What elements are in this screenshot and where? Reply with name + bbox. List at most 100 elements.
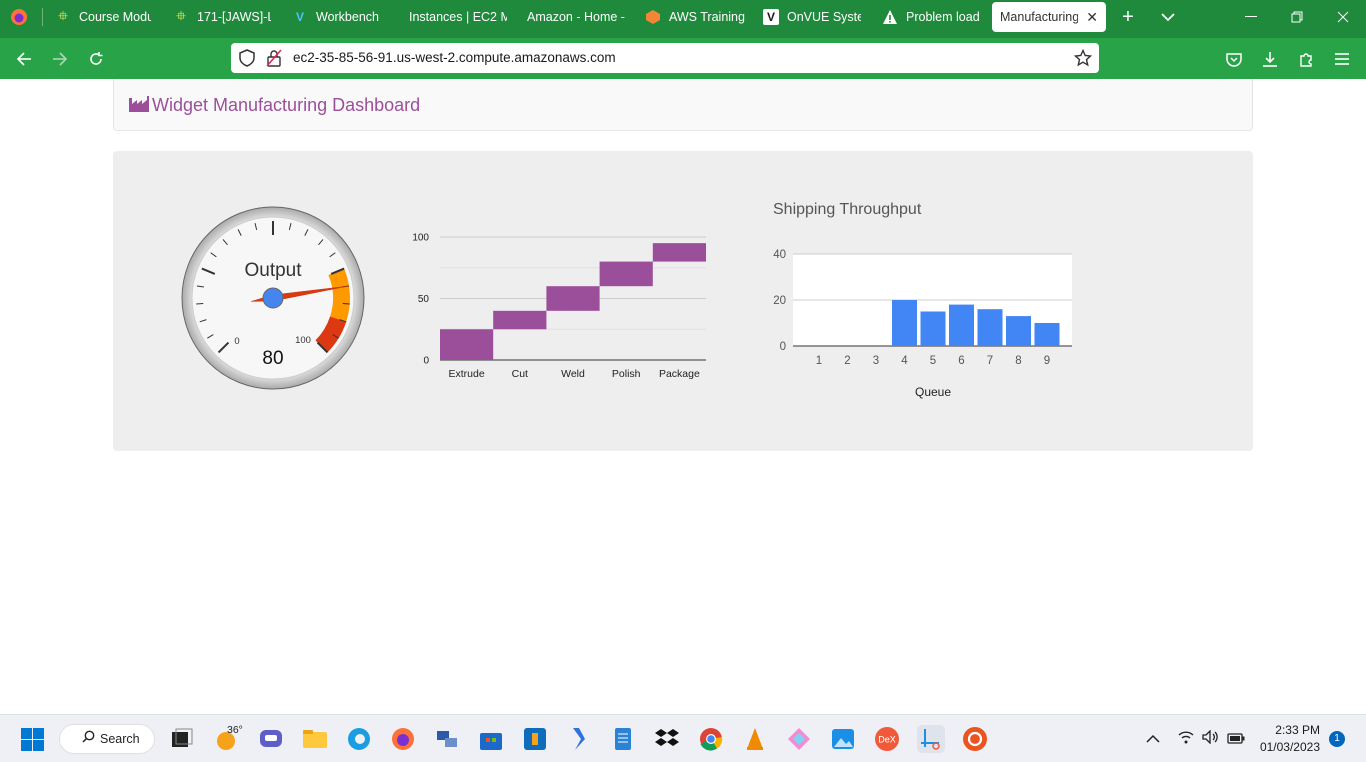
- x-tick-label: Extrude: [449, 368, 485, 380]
- y-tick-label: 40: [773, 249, 786, 261]
- gauge-value-label: 80: [262, 348, 283, 369]
- throughput-bar: [892, 300, 917, 346]
- gauge-major-tick: [217, 341, 230, 354]
- minimize-window-icon[interactable]: [1228, 0, 1274, 34]
- photos-icon[interactable]: [829, 725, 857, 753]
- gauge-minor-tick: [342, 302, 350, 305]
- browser-nav-bar: ec2-35-85-56-91.us-west-2.compute.amazon…: [0, 38, 1366, 79]
- close-tab-icon[interactable]: ✕: [1086, 8, 1098, 25]
- x-tick-label: 1: [816, 355, 822, 367]
- restore-window-icon[interactable]: [1274, 0, 1320, 34]
- tab-onvue[interactable]: V OnVUE Systen: [763, 0, 861, 34]
- tab-course-modules[interactable]: ⯐ Course Modu: [55, 0, 151, 34]
- dex-icon[interactable]: DeX: [873, 725, 901, 753]
- tray-chevron-up-icon[interactable]: [1146, 731, 1160, 749]
- tab-aws-training[interactable]: AWS Training: [645, 0, 745, 34]
- battery-icon[interactable]: [1227, 731, 1245, 749]
- page-header: Widget Manufacturing Dashboard: [113, 79, 1253, 131]
- tab-workbench[interactable]: V Workbench: [292, 0, 392, 34]
- x-tick-label: Cut: [512, 368, 528, 380]
- office-app-icon[interactable]: [521, 725, 549, 753]
- tab-manufacturing[interactable]: Manufacturing ✕: [992, 2, 1106, 32]
- notepad-icon[interactable]: [609, 725, 637, 753]
- store-icon[interactable]: [477, 725, 505, 753]
- gauge-major-tick: [201, 267, 216, 275]
- vlc-icon[interactable]: [741, 725, 769, 753]
- chat-icon[interactable]: [257, 725, 285, 753]
- y-tick-label: 50: [418, 294, 430, 305]
- y-tick-label: 0: [780, 341, 786, 353]
- new-tab-icon[interactable]: +: [1122, 5, 1134, 28]
- clock-time[interactable]: 2:33 PM: [1275, 723, 1320, 737]
- gauge-minor-tick: [199, 319, 207, 323]
- x-tick-label: 5: [930, 355, 936, 367]
- downloads-icon[interactable]: [1255, 44, 1285, 74]
- windows-start-icon[interactable]: [21, 728, 44, 756]
- volume-icon[interactable]: [1202, 729, 1219, 749]
- tab-ec2-instances[interactable]: Instances | EC2 M: [409, 0, 507, 34]
- task-view-icon[interactable]: [168, 725, 196, 753]
- course-icon: ⯐: [58, 8, 68, 23]
- snipping-tool-icon[interactable]: [917, 725, 945, 753]
- x-tick-label: Package: [659, 368, 700, 380]
- search-icon: [82, 730, 95, 748]
- throughput-bar: [920, 311, 946, 346]
- gauge-minor-tick: [196, 285, 204, 288]
- waterfall-bar: [493, 310, 547, 330]
- gauge-hub: [262, 287, 284, 309]
- pocket-icon[interactable]: [1219, 44, 1249, 74]
- windows-taskbar: Search 36° D: [0, 714, 1366, 762]
- url-text: ec2-35-85-56-91.us-west-2.compute.amazon…: [293, 50, 616, 65]
- x-tick-label: 2: [844, 355, 850, 367]
- hamburger-menu-icon[interactable]: [1327, 44, 1357, 74]
- bookmark-star-icon[interactable]: [1073, 48, 1093, 72]
- taskbar-search[interactable]: Search: [59, 724, 155, 754]
- tab-problem-loading[interactable]: Problem loadi: [882, 0, 980, 34]
- process-waterfall-chart: 0 50 100 Extrude Cut Weld Polish Package: [412, 233, 706, 380]
- shield-icon[interactable]: [239, 49, 255, 72]
- clock-date[interactable]: 01/03/2023: [1259, 740, 1320, 754]
- network-app-icon[interactable]: [433, 725, 461, 753]
- tab-amazon-home[interactable]: Amazon - Home -: [527, 0, 625, 34]
- shipping-throughput-chart: Shipping Throughput 0 20 40 1 2 3 4 5 6 7 8 9 Queu…: [773, 201, 1072, 399]
- wifi-icon[interactable]: [1178, 730, 1194, 749]
- throughput-bar: [949, 304, 974, 346]
- extensions-icon[interactable]: [1291, 44, 1321, 74]
- chevron-down-icon[interactable]: [1145, 0, 1191, 34]
- gauge-minor-tick: [339, 319, 347, 323]
- gauge-minor-tick: [196, 302, 204, 305]
- weather-icon[interactable]: [213, 725, 241, 753]
- x-tick-label: 6: [958, 355, 964, 367]
- file-explorer-icon[interactable]: [301, 725, 329, 753]
- warning-icon: [882, 9, 898, 25]
- close-window-icon[interactable]: [1320, 0, 1366, 34]
- firefox-icon[interactable]: [389, 725, 417, 753]
- tab-label: Instances | EC2 M: [409, 10, 507, 24]
- gauge-band-0: [328, 268, 350, 322]
- output-gauge: Output 0 100 80: [181, 206, 365, 390]
- tab-label: Course Modu: [79, 10, 151, 24]
- back-arrow-icon[interactable]: [9, 44, 39, 74]
- power-automate-icon[interactable]: [565, 725, 593, 753]
- insecure-lock-icon[interactable]: [266, 49, 282, 72]
- firefox-menu-icon[interactable]: [10, 0, 34, 34]
- y-tick-label: 100: [412, 233, 429, 244]
- dropbox-icon[interactable]: [653, 725, 681, 753]
- reload-icon[interactable]: [81, 44, 111, 74]
- dashboard-panel: Output 0 100 80 0 50 100 Extrude Cut Weld Pol…: [113, 151, 1253, 451]
- gauge-minor-tick: [329, 252, 336, 258]
- chrome-icon[interactable]: [697, 725, 725, 753]
- address-bar[interactable]: ec2-35-85-56-91.us-west-2.compute.amazon…: [231, 43, 1099, 73]
- x-tick-label: 7: [987, 355, 993, 367]
- ubuntu-icon[interactable]: [961, 725, 989, 753]
- edge-icon[interactable]: [345, 725, 373, 753]
- page-title: Widget Manufacturing Dashboard: [152, 95, 421, 115]
- throughput-bar: [977, 309, 1003, 346]
- colorful-app-icon[interactable]: [785, 725, 813, 753]
- x-tick-label: Polish: [612, 368, 641, 380]
- x-tick-label: 9: [1044, 355, 1050, 367]
- tab-jaws[interactable]: ⯐ 171-[JAWS]-L: [173, 0, 271, 34]
- factory-icon: [129, 96, 149, 112]
- notification-badge[interactable]: 1: [1329, 731, 1345, 747]
- forward-arrow-icon[interactable]: [45, 44, 75, 74]
